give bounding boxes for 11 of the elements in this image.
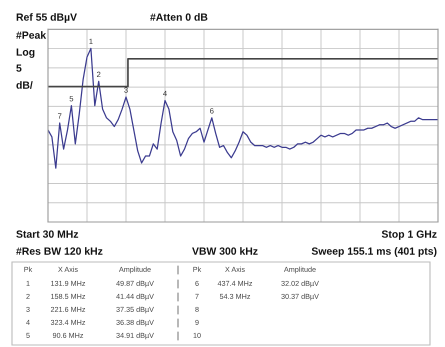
text: Stop 1 GHz xyxy=(382,230,437,240)
text: #Peak xyxy=(16,31,46,39)
text: VBW 300 kHz xyxy=(192,247,258,255)
text: Ref 55 dBµV xyxy=(16,13,77,23)
text: 5 xyxy=(16,64,22,72)
text: dB/ xyxy=(16,81,33,89)
text: Start 30 MHz xyxy=(16,230,78,238)
text: #Atten 0 dB xyxy=(150,13,208,21)
text: #Res BW 120 kHz xyxy=(16,247,102,255)
text: Sweep 155.1 ms (401 pts) xyxy=(312,247,436,257)
text: Log xyxy=(16,48,34,58)
